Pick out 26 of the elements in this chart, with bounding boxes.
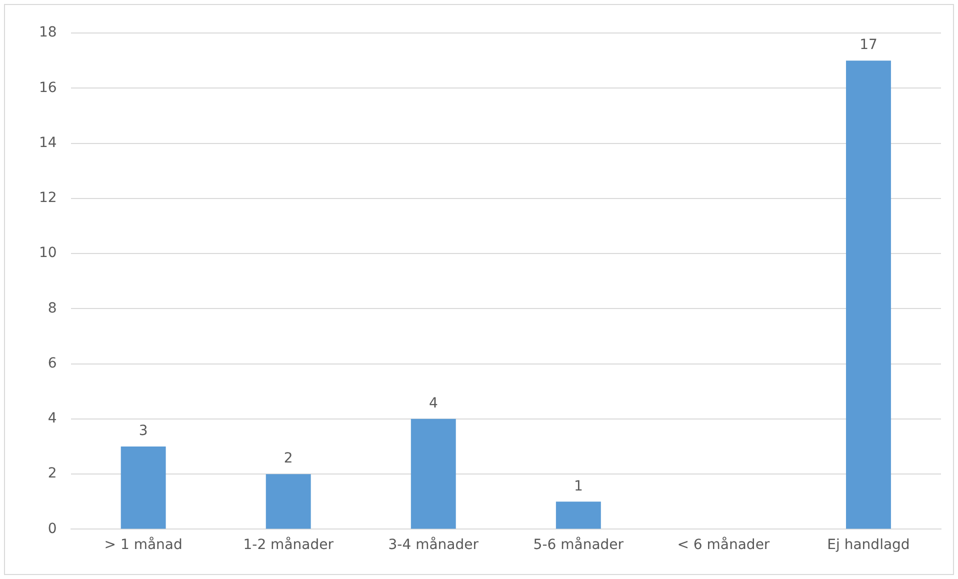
y-tick-label: 14 — [38, 134, 57, 151]
bar — [556, 502, 601, 529]
y-tick-label: 8 — [48, 300, 57, 316]
y-tick-label: 4 — [48, 410, 57, 427]
x-tick-label: < 6 månader — [677, 536, 770, 554]
x-tick-label: 5-6 månader — [533, 536, 624, 554]
bar — [846, 60, 891, 529]
y-tick-label: 12 — [38, 190, 57, 206]
x-tick-label: Ej handlagd — [827, 537, 910, 554]
data-label: 1 — [574, 478, 583, 494]
x-tick-label: 3-4 månader — [388, 536, 479, 554]
y-tick-label: 0 — [48, 520, 57, 537]
x-tick-label: 1-2 månader — [243, 536, 334, 554]
bar — [410, 418, 456, 529]
y-tick-label: 18 — [38, 24, 57, 41]
bar — [120, 446, 166, 529]
y-tick-label: 2 — [48, 466, 57, 482]
y-tick-label: 10 — [38, 245, 57, 262]
data-label: 2 — [284, 450, 293, 467]
data-label: 17 — [860, 37, 878, 54]
data-label: 3 — [138, 423, 148, 440]
bar — [266, 474, 311, 529]
y-tick-label: 6 — [48, 355, 57, 372]
x-tick-label: > 1 månad — [104, 536, 182, 554]
data-label: 4 — [428, 396, 438, 412]
y-tick-label: 16 — [38, 80, 57, 96]
